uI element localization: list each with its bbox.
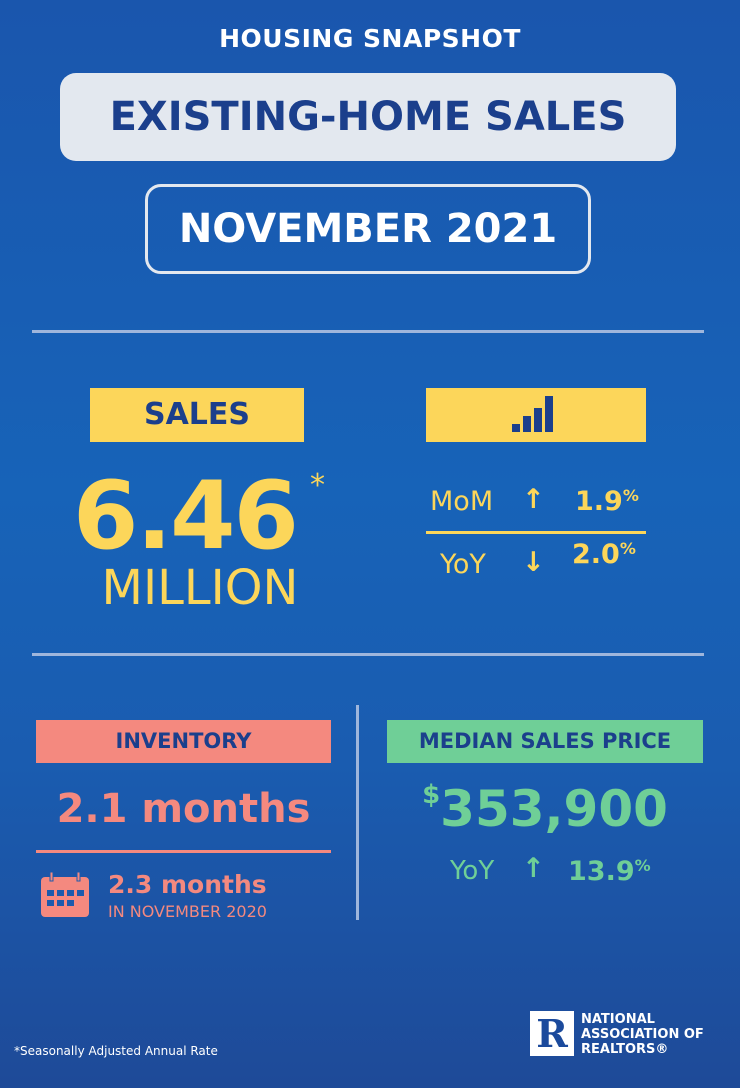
divider [426, 531, 646, 534]
mom-value: 1.9% [575, 486, 639, 517]
mom-label: MoM [430, 486, 494, 517]
inventory-label: INVENTORY [36, 720, 331, 763]
arrow-up-icon: ↑ [522, 484, 545, 515]
asterisk: * [310, 468, 325, 503]
nar-logo-text: NATIONAL ASSOCIATION OF REALTORS® [581, 1012, 704, 1057]
median-price-label: MEDIAN SALES PRICE [387, 720, 703, 763]
sales-value: 6.46 [73, 462, 299, 571]
price-yoy-label: YoY [450, 856, 495, 886]
divider [356, 705, 359, 920]
yoy-value: 2.0% [572, 539, 636, 570]
yoy-label: YoY [440, 549, 486, 580]
median-price-value: $353,900 [422, 780, 668, 838]
page-title: EXISTING-HOME SALES [60, 73, 676, 161]
prior-inventory-label: IN NOVEMBER 2020 [108, 902, 267, 921]
nar-logo: R [530, 1011, 574, 1056]
period: NOVEMBER 2021 [145, 184, 591, 274]
footnote: *Seasonally Adjusted Annual Rate [14, 1044, 218, 1058]
divider [32, 330, 704, 333]
kicker: HOUSING SNAPSHOT [219, 24, 521, 53]
price-yoy-value: 13.9% [568, 856, 651, 887]
sales-unit: MILLION [101, 560, 299, 616]
divider [32, 653, 704, 656]
bar-chart-icon [426, 388, 646, 442]
prior-inventory-value: 2.3 months [108, 870, 267, 899]
arrow-up-icon: ↑ [522, 853, 545, 884]
arrow-down-icon: ↓ [522, 547, 545, 578]
calendar-icon [41, 872, 89, 917]
divider [36, 850, 331, 853]
sales-label: SALES [90, 388, 304, 442]
inventory-value: 2.1 months [56, 786, 311, 832]
